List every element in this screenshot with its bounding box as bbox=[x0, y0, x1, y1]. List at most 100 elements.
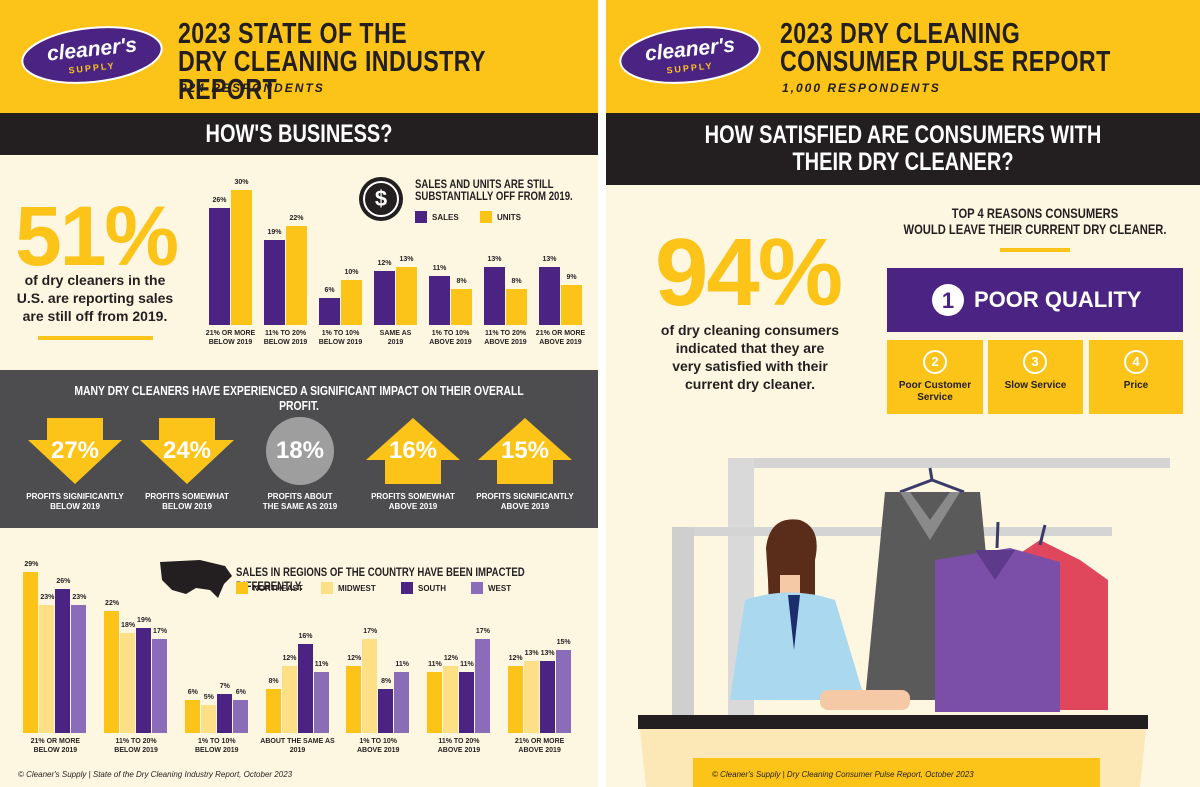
legend-label: NORTHEAST bbox=[253, 584, 303, 593]
value-label: 23% bbox=[72, 594, 87, 602]
profit-shapes bbox=[28, 418, 572, 484]
bar bbox=[483, 266, 505, 325]
rank: 1 bbox=[941, 288, 955, 313]
value-label: 6% bbox=[187, 688, 198, 696]
bar bbox=[442, 666, 458, 733]
reason-label: Poor Customer Service bbox=[898, 380, 972, 403]
x-tick-label: 11% TO 20% BELOW 2019 bbox=[263, 330, 308, 346]
value-label: 13% bbox=[540, 649, 555, 657]
x-tick-label: ABOUT THE SAME AS 2019 bbox=[260, 738, 335, 754]
value-label: 18% bbox=[121, 622, 136, 630]
rank-badge bbox=[932, 284, 964, 316]
x-tick-label: 11% TO 20% ABOVE 2019 bbox=[437, 738, 481, 754]
x-tick-label: 1% TO 10% BELOW 2019 bbox=[194, 738, 239, 754]
profit-label: PROFITS SIGNIFICANTLY BELOW 2019 bbox=[26, 492, 124, 511]
legend-swatch bbox=[401, 582, 413, 594]
profit-label: PROFITS SOMEWHAT BELOW 2019 bbox=[145, 492, 229, 511]
bar bbox=[263, 239, 285, 325]
legend-label: WEST bbox=[488, 584, 512, 593]
dollar-sign: $ bbox=[374, 186, 388, 211]
rank: 2 bbox=[931, 354, 939, 369]
x-tick-label: 1% TO 10% ABOVE 2019 bbox=[429, 330, 472, 346]
bar bbox=[538, 266, 560, 325]
section-title: HOW'S BUSINESS? bbox=[205, 120, 393, 148]
legend-label: SOUTH bbox=[418, 584, 446, 593]
x-tick-label: 21% OR MORE BELOW 2019 bbox=[30, 738, 81, 754]
report-title: 2023 STATE OF THE DRY CLEANING INDUSTRY … bbox=[178, 18, 486, 106]
profit-label: PROFITS ABOUT THE SAME AS 2019 bbox=[262, 492, 338, 511]
profit-value: 16% bbox=[388, 437, 438, 464]
respondents: 1,000 RESPONDENTS bbox=[782, 81, 941, 95]
legend-swatch bbox=[415, 211, 427, 223]
value-label: 12% bbox=[443, 655, 458, 663]
bar bbox=[265, 688, 281, 733]
bar bbox=[507, 666, 523, 733]
bar bbox=[39, 605, 55, 733]
section-band bbox=[606, 113, 1200, 185]
value-label: 22% bbox=[105, 599, 120, 607]
bar bbox=[71, 605, 87, 733]
bar bbox=[216, 694, 232, 733]
value-label: 6% bbox=[324, 287, 335, 294]
x-tick-label: 11% TO 20% ABOVE 2019 bbox=[484, 330, 527, 346]
logo bbox=[21, 26, 761, 84]
value-label: 8% bbox=[268, 677, 279, 685]
value-label: 13% bbox=[524, 649, 539, 657]
bar bbox=[120, 633, 136, 733]
respondents: 924 RESPONDENTS bbox=[180, 81, 325, 95]
value-label: 13% bbox=[542, 255, 557, 263]
bar bbox=[313, 671, 329, 733]
value-label: 30% bbox=[234, 179, 249, 186]
bar bbox=[152, 638, 168, 733]
section-band bbox=[0, 113, 598, 155]
profit-value: 27% bbox=[50, 437, 100, 464]
value-label: 16% bbox=[298, 633, 313, 641]
value-label: 11% bbox=[428, 660, 442, 668]
value-label: 10% bbox=[344, 269, 359, 276]
bar bbox=[428, 275, 450, 325]
reason-label: Price bbox=[1123, 380, 1149, 391]
value-label: 17% bbox=[363, 627, 378, 635]
underline bbox=[1000, 248, 1070, 252]
bar bbox=[23, 572, 39, 733]
bar bbox=[340, 280, 362, 325]
x-tick-label: 1% TO 10% ABOVE 2019 bbox=[356, 738, 400, 754]
profit-value: 24% bbox=[162, 437, 212, 464]
profit-label: PROFITS SIGNIFICANTLY ABOVE 2019 bbox=[476, 492, 574, 511]
value-label: 19% bbox=[137, 616, 152, 624]
profit-value: 18% bbox=[275, 437, 325, 464]
x-tick-label: 11% TO 20% BELOW 2019 bbox=[114, 738, 158, 754]
value-label: 6% bbox=[235, 688, 246, 696]
bar bbox=[297, 644, 313, 733]
profit-circle bbox=[266, 417, 334, 485]
bar bbox=[394, 671, 410, 733]
bar bbox=[208, 208, 230, 325]
profit-value: 15% bbox=[500, 437, 550, 464]
legend-swatch bbox=[321, 582, 333, 594]
reason-label: POOR QUALITY bbox=[974, 287, 1142, 312]
footer: © Cleaner's Supply | Dry Cleaning Consum… bbox=[712, 770, 974, 779]
reason-box bbox=[887, 340, 983, 414]
bar bbox=[474, 638, 490, 733]
bar bbox=[230, 190, 252, 325]
value-label: 7% bbox=[219, 683, 230, 691]
us-map bbox=[160, 560, 232, 598]
value-label: 11% bbox=[314, 660, 329, 668]
value-label: 11% bbox=[460, 660, 474, 668]
value-label: 8% bbox=[381, 677, 392, 685]
bar bbox=[539, 660, 555, 733]
dollar-icon bbox=[363, 181, 399, 217]
underline bbox=[38, 336, 153, 340]
reason-label: Slow Service bbox=[1004, 380, 1067, 391]
profit-title: MANY DRY CLEANERS HAVE EXPERIENCED A SIG… bbox=[74, 383, 524, 413]
rank: 3 bbox=[1031, 354, 1039, 369]
headline-text: of dry cleaning consumers indicated that… bbox=[660, 322, 840, 392]
value-label: 8% bbox=[511, 278, 522, 285]
bar bbox=[232, 699, 248, 733]
legend-label: UNITS bbox=[497, 213, 521, 222]
headline-stat: 51% bbox=[15, 189, 179, 283]
value-label: 19% bbox=[267, 228, 282, 236]
report-title: 2023 DRY CLEANING CONSUMER PULSE REPORT bbox=[780, 18, 1111, 78]
legend-swatch bbox=[236, 582, 248, 594]
